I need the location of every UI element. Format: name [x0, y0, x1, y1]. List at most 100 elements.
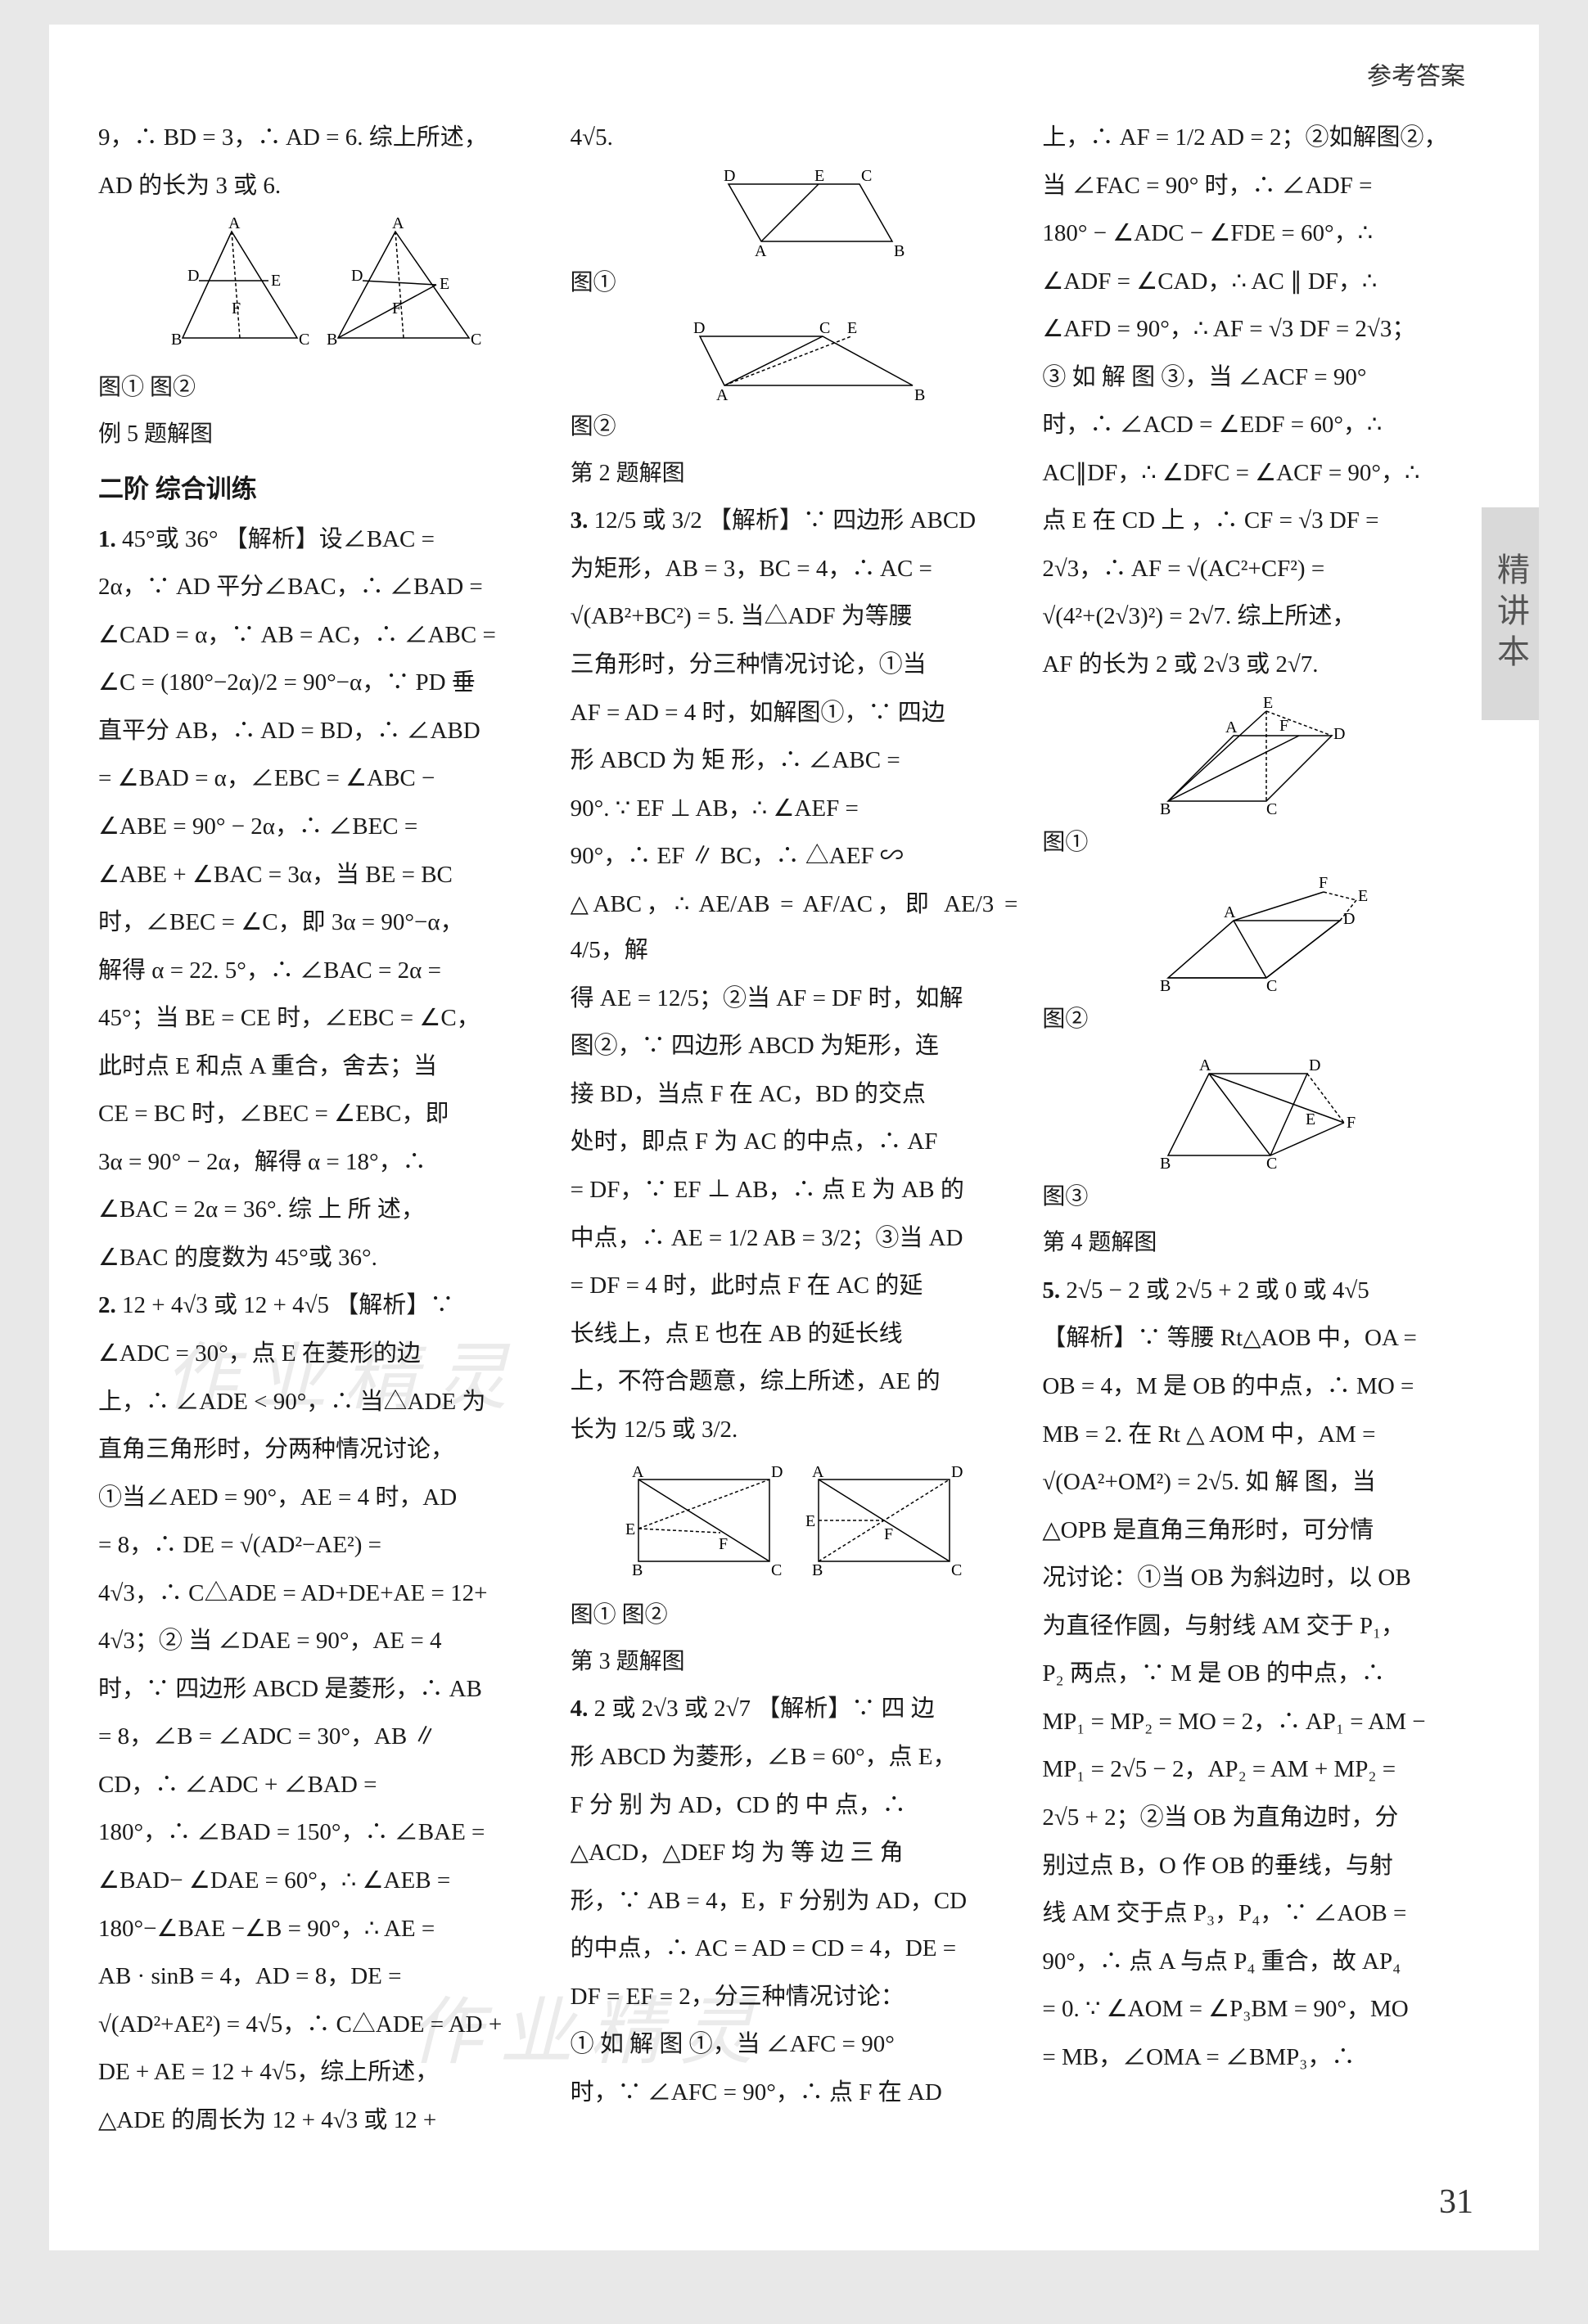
- text-line: 时，∠BEC = ∠C，即 3α = 90°−α，: [98, 899, 546, 946]
- text-line: △ABC，∴ AE/AB = AF/AC，即 AE/3 = 4/5，解: [571, 881, 1018, 974]
- text-line: 3α = 90° − 2α，解得 α = 18°，∴: [98, 1139, 546, 1186]
- text-line: MP₁ = 2√5 − 2，AP₂ = AM + MP₂ =: [1042, 1746, 1490, 1793]
- text-line: 中点，∴ AE = 1/2 AB = 3/2；③当 AD: [571, 1215, 1018, 1262]
- svg-text:D: D: [1343, 910, 1355, 928]
- text-line: 2α，∵ AD 平分∠BAC，∴ ∠BAD =: [98, 564, 546, 610]
- text-line: 的中点，∴ AC = AD = CD = 4，DE =: [571, 1925, 1018, 1972]
- svg-text:D: D: [1309, 1056, 1320, 1074]
- text-line: 况讨论：①当 OB 为斜边时，以 OB: [1042, 1555, 1490, 1601]
- columns: 9，∴ BD = 3，∴ AD = 6. 综上所述， AD 的长为 3 或 6.…: [98, 115, 1490, 2160]
- svg-text:B: B: [812, 1561, 823, 1579]
- svg-text:D: D: [187, 267, 199, 285]
- svg-text:B: B: [1160, 1155, 1171, 1172]
- svg-text:A: A: [1225, 718, 1238, 736]
- text-line: OB = 4，M 是 OB 的中点，∴ MO =: [1042, 1363, 1490, 1410]
- svg-text:C: C: [471, 331, 481, 349]
- text-line: 2√3，∴ AF = √(AC²+CF²) =: [1042, 546, 1490, 592]
- section-title: 二阶 综合训练: [98, 465, 546, 514]
- figure-4-3: B C D A E F: [1042, 1049, 1490, 1172]
- text-line: ∠ADF = ∠CAD，∴ AC ∥ DF，∴: [1042, 259, 1490, 305]
- figure-caption: 第 3 题解图: [571, 1640, 1018, 1685]
- text-line: 长为 12/5 或 3/2.: [571, 1407, 1018, 1453]
- figure-4-1: B C D A E F: [1042, 695, 1490, 817]
- text-line: ∠BAD− ∠DAE = 60°，∴ ∠AEB =: [98, 1858, 546, 1904]
- text-line: 直角三角形时，分两种情况讨论，: [98, 1426, 546, 1473]
- text-line: MP₁ = MP₂ = MO = 2，∴ AP₁ = AM −: [1042, 1699, 1490, 1745]
- header-title: 参考答案: [1367, 56, 1465, 92]
- text-line: 时，∵ ∠AFC = 90°，∴ 点 F 在 AD: [571, 2070, 1018, 2116]
- text-line: 2√5 + 2；②当 OB 为直角边时，分: [1042, 1795, 1490, 1841]
- svg-text:F: F: [719, 1535, 728, 1553]
- svg-text:B: B: [894, 242, 905, 258]
- svg-text:E: E: [814, 168, 824, 185]
- text-line: 解得 α = 22. 5°，∴ ∠BAC = 2α =: [98, 948, 546, 994]
- text-line: 长线上，点 E 也在 AB 的延长线: [571, 1311, 1018, 1358]
- svg-text:F: F: [1279, 717, 1288, 735]
- column-2: 4√5. D E C A B 图①: [571, 115, 1018, 2160]
- text-line: 4√3；② 当 ∠DAE = 90°，AE = 4: [98, 1618, 546, 1664]
- diagram-4-2: B C D A E F: [1144, 872, 1389, 994]
- text-line: 【解析】∵ 等腰 Rt△AOB 中，OA =: [1042, 1315, 1490, 1362]
- text-line: 12/5 或 3/2 【解析】∵ 四边形 ABCD: [588, 507, 976, 534]
- text-line: 180° − ∠ADC − ∠FDE = 60°，∴: [1042, 210, 1490, 257]
- svg-text:D: D: [693, 319, 705, 337]
- diagram-3: A D B C E F A D B C: [614, 1459, 974, 1590]
- figure-caption: 例 5 题解图: [98, 412, 546, 457]
- text-line: √(AD²+AE²) = 4√5，∴ C△ADE = AD +: [98, 2002, 546, 2048]
- svg-text:A: A: [392, 215, 404, 232]
- text-line: ∠BAC 的度数为 45°或 36°.: [98, 1235, 546, 1281]
- figure-caption: 图① 图②: [571, 1593, 1018, 1638]
- svg-text:A: A: [632, 1463, 644, 1481]
- svg-text:D: D: [771, 1463, 783, 1481]
- svg-text:C: C: [1266, 977, 1277, 994]
- text-line: MB = 2. 在 Rt △ AOM 中，AM =: [1042, 1412, 1490, 1458]
- text-line: 4√3，∴ C△ADE = AD+DE+AE = 12+: [98, 1570, 546, 1617]
- text-line: 180°，∴ ∠BAD = 150°，∴ ∠BAE =: [98, 1809, 546, 1856]
- text-line: CD，∴ ∠ADC + ∠BAD =: [98, 1762, 546, 1808]
- text-line: △OPB 是直角三角形时，可分情: [1042, 1507, 1490, 1554]
- figure-caption: 图①: [1042, 821, 1490, 866]
- svg-text:F: F: [1347, 1114, 1356, 1132]
- svg-text:E: E: [1358, 887, 1368, 905]
- svg-text:C: C: [819, 319, 830, 337]
- svg-text:C: C: [861, 168, 872, 185]
- text-line: 为直径作圆，与射线 AM 交于 P₁，: [1042, 1603, 1490, 1650]
- svg-text:D: D: [724, 168, 735, 185]
- text-line: 45°；当 BE = CE 时，∠EBC = ∠C，: [98, 995, 546, 1042]
- text-line: P₂ 两点，∵ M 是 OB 的中点，∴: [1042, 1651, 1490, 1697]
- figure-caption: 图②: [1042, 998, 1490, 1043]
- q3: 3. 12/5 或 3/2 【解析】∵ 四边形 ABCD: [571, 498, 1018, 544]
- figure-4-2: B C D A E F: [1042, 872, 1490, 994]
- text-line: 点 E 在 CD 上 ，∴ CF = √3 DF =: [1042, 498, 1490, 544]
- text-line: ∠ADC = 30°，点 E 在菱形的边: [98, 1331, 546, 1377]
- diagram-4-1: B C D A E F: [1144, 695, 1389, 817]
- figure-caption: 图① 图②: [98, 366, 546, 411]
- text-line: 别过点 B，O 作 OB 的垂线，与射: [1042, 1843, 1490, 1889]
- text-line: 为矩形，AB = 3，BC = 4，∴ AC =: [571, 546, 1018, 592]
- svg-text:A: A: [228, 215, 241, 232]
- svg-text:B: B: [171, 331, 182, 349]
- text-line: 上，不符合题意，综上所述，AE 的: [571, 1358, 1018, 1405]
- text-line: AD 的长为 3 或 6.: [98, 163, 546, 209]
- side-tab: 精讲本: [1482, 507, 1539, 720]
- svg-text:A: A: [1199, 1056, 1211, 1074]
- svg-text:C: C: [771, 1561, 782, 1579]
- svg-text:A: A: [716, 386, 729, 402]
- text-line: DF = EF = 2，分三种情况讨论：: [571, 1974, 1018, 2020]
- svg-text:B: B: [914, 386, 925, 402]
- text-line: = DF = 4 时，此时点 F 在 AC 的延: [571, 1263, 1018, 1309]
- text-line: = 8，∴ DE = √(AD²−AE²) =: [98, 1522, 546, 1569]
- page: 参考答案 精讲本 作业精灵 作业精灵 9，∴ BD = 3，∴ AD = 6. …: [49, 25, 1539, 2250]
- text-line: CE = BC 时，∠BEC = ∠EBC，即: [98, 1091, 546, 1137]
- text-line: ∠ABE = 90° − 2α，∴ ∠BEC =: [98, 804, 546, 850]
- text-line: ∠BAC = 2α = 36°. 综 上 所 述，: [98, 1187, 546, 1233]
- svg-text:F: F: [884, 1525, 893, 1543]
- qnum: 2.: [98, 1292, 116, 1318]
- text-line: ∠ABE + ∠BAC = 3α，当 BE = BC: [98, 852, 546, 899]
- figure-caption: 第 2 题解图: [571, 452, 1018, 497]
- text-line: 时，∴ ∠ACD = ∠EDF = 60°，∴: [1042, 402, 1490, 448]
- text-line: AF = AD = 4 时，如解图①，∵ 四边: [571, 690, 1018, 736]
- svg-text:D: D: [351, 267, 363, 285]
- text-line: AF 的长为 2 或 2√3 或 2√7.: [1042, 642, 1490, 688]
- q2: 2. 12 + 4√3 或 12 + 4√5 【解析】∵: [98, 1282, 546, 1329]
